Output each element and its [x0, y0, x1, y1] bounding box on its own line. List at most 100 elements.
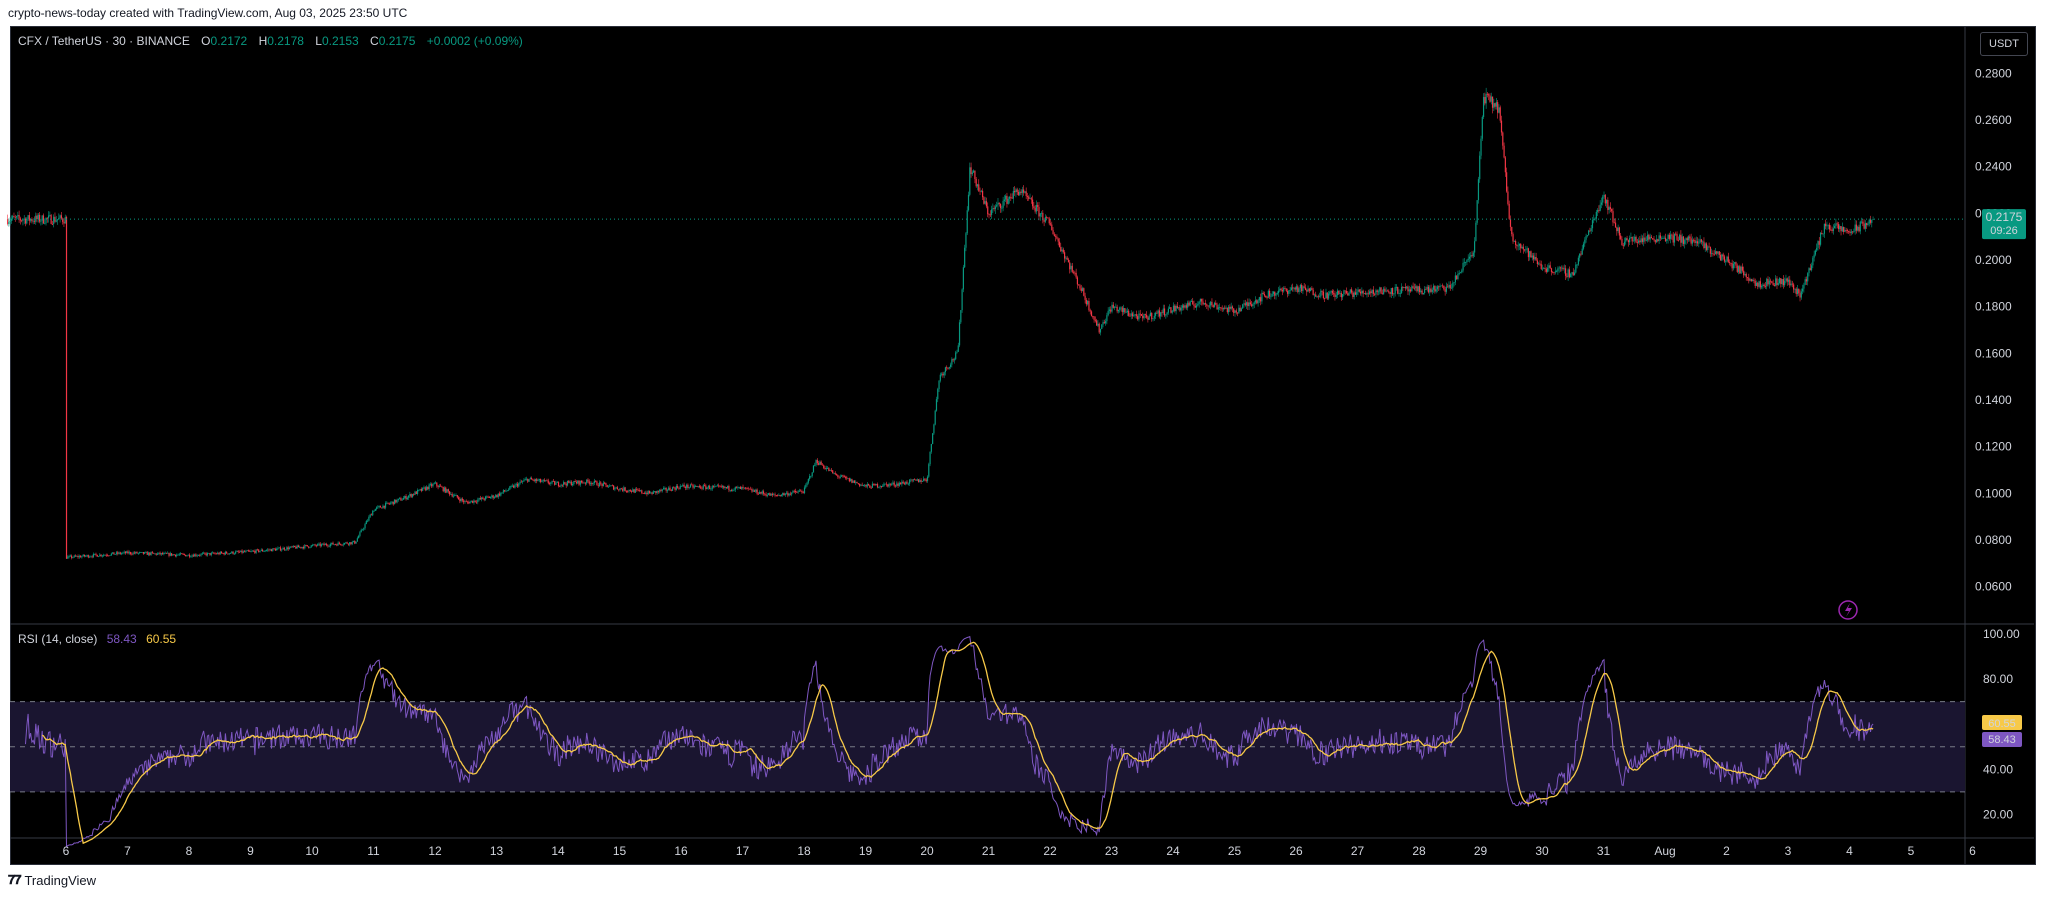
time-tick: 30	[1535, 844, 1549, 858]
candle-body	[953, 359, 956, 361]
candle-body	[657, 490, 660, 492]
candle-body	[1571, 272, 1573, 274]
candle-body	[1193, 304, 1195, 307]
candle-body	[1183, 305, 1185, 308]
candle-body	[185, 554, 187, 557]
candle-body	[1062, 249, 1064, 253]
candle-body	[478, 498, 480, 500]
candle-body	[920, 480, 922, 482]
candle-body	[327, 545, 329, 547]
candle-body	[784, 493, 786, 496]
time-axis[interactable]: 6 7 8 9 10 11 12 13 14 15 16 17 18 19 20 21 22 23 24 25 26 27…	[63, 844, 1977, 858]
candle-body	[1400, 287, 1403, 293]
candle-body	[1486, 93, 1489, 95]
candle-body	[1638, 240, 1640, 243]
candle-body	[973, 170, 975, 173]
candle-body	[1115, 306, 1117, 308]
candle-body	[862, 485, 865, 486]
candle-body	[59, 215, 61, 218]
candle-body	[1280, 288, 1282, 291]
candle-body	[108, 555, 110, 557]
time-tick: 21	[982, 844, 996, 858]
candle-body	[1737, 266, 1740, 272]
candle-body	[1083, 288, 1085, 296]
candle-body	[1673, 233, 1676, 243]
candle-body	[201, 553, 203, 555]
price-axis[interactable]: 0.28000.26000.24000.22000.20000.18000.16…	[1975, 66, 2012, 593]
candle-body	[659, 489, 661, 492]
candle-body	[119, 552, 121, 554]
candle-body	[830, 469, 833, 471]
candle-body	[1088, 300, 1090, 311]
candle-body	[186, 555, 188, 557]
candle-body	[449, 491, 451, 495]
tradingview-logo-icon: 𝟕𝟕	[8, 872, 22, 887]
candle-body	[369, 514, 371, 517]
candle-body	[1417, 286, 1419, 292]
candle-body	[602, 482, 604, 487]
candle-body	[999, 203, 1002, 209]
candle-body	[938, 380, 940, 390]
rsi-ma-value-tag: 60.55	[1988, 718, 2016, 730]
candle-body	[1746, 277, 1749, 279]
candle-body	[1649, 236, 1651, 240]
candle-body	[638, 489, 640, 492]
candle-body	[941, 373, 943, 375]
candle-body	[933, 424, 935, 434]
candle-body	[1716, 251, 1718, 254]
candle-body	[1452, 282, 1454, 288]
rsi-label[interactable]: RSI (14, close)	[18, 632, 98, 646]
candle-body	[712, 486, 715, 487]
candle-body	[842, 475, 844, 477]
candle-body	[1290, 287, 1292, 291]
candle-body	[794, 490, 797, 493]
candle-body	[791, 492, 793, 495]
candle-body	[452, 495, 455, 497]
candle-body	[293, 545, 296, 547]
candle-body	[1406, 286, 1408, 289]
candle-body	[199, 555, 201, 557]
candle-body	[488, 496, 490, 498]
candle-body	[326, 544, 328, 546]
candle-body	[1402, 287, 1404, 288]
symbol-name[interactable]: CFX / TetherUS · 30 · BINANCE	[18, 34, 190, 48]
candle-body	[773, 494, 775, 496]
candle-body	[272, 548, 274, 552]
candle-body	[660, 489, 662, 491]
candle-body	[372, 510, 374, 516]
lightning-icon[interactable]	[1838, 600, 1858, 620]
candle-body	[396, 499, 398, 503]
candle-body	[136, 551, 138, 554]
candle-body	[1034, 208, 1036, 212]
candle-body	[502, 490, 505, 493]
candle-body	[1752, 279, 1754, 282]
candle-body	[1179, 307, 1181, 311]
candle-body	[112, 552, 114, 554]
candle-body	[591, 483, 593, 485]
candle-body	[133, 552, 136, 554]
candle-body	[975, 178, 977, 187]
candle-body	[68, 556, 70, 557]
candle-body	[616, 487, 619, 490]
candle-body	[400, 498, 402, 501]
candle-body	[593, 480, 595, 484]
candle-body	[165, 552, 168, 554]
candle-body	[365, 520, 367, 525]
candle-body	[1370, 291, 1372, 294]
candle-body	[725, 487, 727, 488]
candle-body	[1787, 279, 1790, 282]
candle-body	[724, 487, 726, 488]
candle-body	[388, 503, 390, 505]
candle-body	[550, 482, 552, 484]
candle-body	[378, 506, 380, 507]
candle-body	[1395, 286, 1398, 288]
candle-body	[546, 480, 548, 482]
candle-body	[1276, 293, 1278, 294]
currency-button[interactable]: USDT	[1980, 32, 2028, 56]
candle-body	[1568, 269, 1571, 278]
price-tick: 0.0600	[1975, 580, 2012, 594]
candle-body	[666, 490, 669, 492]
candle-body	[1308, 288, 1310, 292]
